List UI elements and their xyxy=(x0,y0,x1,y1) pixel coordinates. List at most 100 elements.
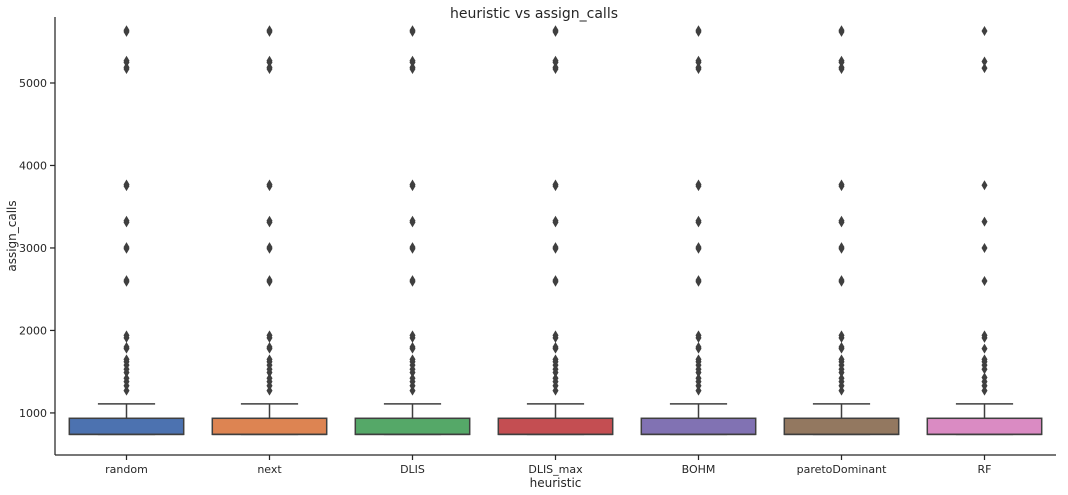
outlier-point xyxy=(552,242,559,253)
outlier-point xyxy=(695,179,702,190)
outlier-point xyxy=(552,275,559,286)
outlier-point xyxy=(123,179,130,190)
box-paretoDominant xyxy=(783,417,900,436)
x-tick-label: DLIS xyxy=(400,463,425,476)
outlier-point xyxy=(838,330,845,341)
x-tick-label: random xyxy=(105,463,148,476)
box-group-paretoDominant xyxy=(783,25,900,436)
x-tick-label: DLIS_max xyxy=(528,463,583,476)
outlier-point xyxy=(266,354,273,365)
outlier-point xyxy=(552,373,559,384)
outlier-point xyxy=(981,343,988,354)
outlier-point xyxy=(981,63,988,74)
outlier-point xyxy=(409,354,416,365)
y-ticks: 1000 2000 3000 4000 5000 xyxy=(19,77,55,420)
x-tick-label: RF xyxy=(978,463,992,476)
outlier-point xyxy=(266,373,273,384)
outlier-point xyxy=(981,242,988,253)
outlier-point xyxy=(695,341,702,352)
box-BOHM xyxy=(640,417,757,436)
box-DLIS xyxy=(354,417,471,436)
outlier-point xyxy=(552,354,559,365)
outlier-point xyxy=(409,215,416,226)
box-group-RF xyxy=(926,26,1043,436)
outlier-point xyxy=(409,275,416,286)
outlier-point xyxy=(266,341,273,352)
box-group-DLIS_max xyxy=(497,25,614,436)
box-group-BOHM xyxy=(640,25,757,436)
outlier-point xyxy=(266,25,273,36)
outlier-point xyxy=(552,25,559,36)
outlier-point xyxy=(409,330,416,341)
outlier-point xyxy=(838,25,845,36)
box-group-next xyxy=(211,25,328,436)
outlier-point xyxy=(409,55,416,66)
box-DLIS_max xyxy=(497,417,614,436)
x-tick-label: paretoDominant xyxy=(797,463,887,476)
box-group-random xyxy=(68,25,185,436)
outlier-point xyxy=(123,55,130,66)
outlier-point xyxy=(695,242,702,253)
outlier-point xyxy=(838,341,845,352)
outlier-point xyxy=(266,242,273,253)
outlier-point xyxy=(552,55,559,66)
outlier-point xyxy=(123,275,130,286)
outlier-point xyxy=(981,372,988,383)
outlier-point xyxy=(552,215,559,226)
outlier-point xyxy=(266,330,273,341)
outlier-point xyxy=(838,215,845,226)
outlier-point xyxy=(695,330,702,341)
box-RF xyxy=(926,417,1043,436)
y-tick-label: 1000 xyxy=(19,407,47,420)
outlier-point xyxy=(409,341,416,352)
outlier-point xyxy=(409,373,416,384)
outlier-point xyxy=(409,25,416,36)
outlier-point xyxy=(123,354,130,365)
y-tick-label: 3000 xyxy=(19,242,47,255)
outlier-point xyxy=(838,275,845,286)
outlier-point xyxy=(838,354,845,365)
plot-area xyxy=(68,25,1043,436)
outlier-point xyxy=(552,330,559,341)
y-tick-label: 2000 xyxy=(19,324,47,337)
outlier-point xyxy=(266,55,273,66)
outlier-point xyxy=(123,330,130,341)
outlier-point xyxy=(981,275,988,286)
outlier-point xyxy=(981,216,988,227)
outlier-point xyxy=(695,215,702,226)
outlier-point xyxy=(981,56,988,67)
outlier-point xyxy=(695,55,702,66)
y-axis-label: assign_calls xyxy=(5,200,19,271)
outlier-point xyxy=(266,179,273,190)
box-group-DLIS xyxy=(354,25,471,436)
outlier-point xyxy=(695,354,702,365)
x-ticks: random next DLIS DLIS_max BOHM paretoDominant… xyxy=(105,455,991,476)
box-random xyxy=(68,417,185,436)
outlier-point xyxy=(981,26,988,37)
outlier-point xyxy=(409,242,416,253)
outlier-point xyxy=(981,180,988,191)
x-tick-label: BOHM xyxy=(682,463,716,476)
outlier-point xyxy=(695,25,702,36)
outlier-point xyxy=(552,179,559,190)
box-next xyxy=(211,417,328,436)
y-tick-label: 5000 xyxy=(19,77,47,90)
outlier-point xyxy=(838,242,845,253)
outlier-point xyxy=(123,341,130,352)
outlier-point xyxy=(838,373,845,384)
outlier-point xyxy=(552,341,559,352)
chart-title: heuristic vs assign_calls xyxy=(450,6,618,22)
outlier-point xyxy=(981,354,988,365)
outlier-point xyxy=(123,25,130,36)
outlier-point xyxy=(266,215,273,226)
outlier-point xyxy=(266,275,273,286)
outlier-point xyxy=(695,275,702,286)
outlier-point xyxy=(409,179,416,190)
y-tick-label: 4000 xyxy=(19,159,47,172)
outlier-point xyxy=(123,373,130,384)
outlier-point xyxy=(123,215,130,226)
outlier-point xyxy=(695,373,702,384)
x-tick-label: next xyxy=(257,463,282,476)
outlier-point xyxy=(838,55,845,66)
